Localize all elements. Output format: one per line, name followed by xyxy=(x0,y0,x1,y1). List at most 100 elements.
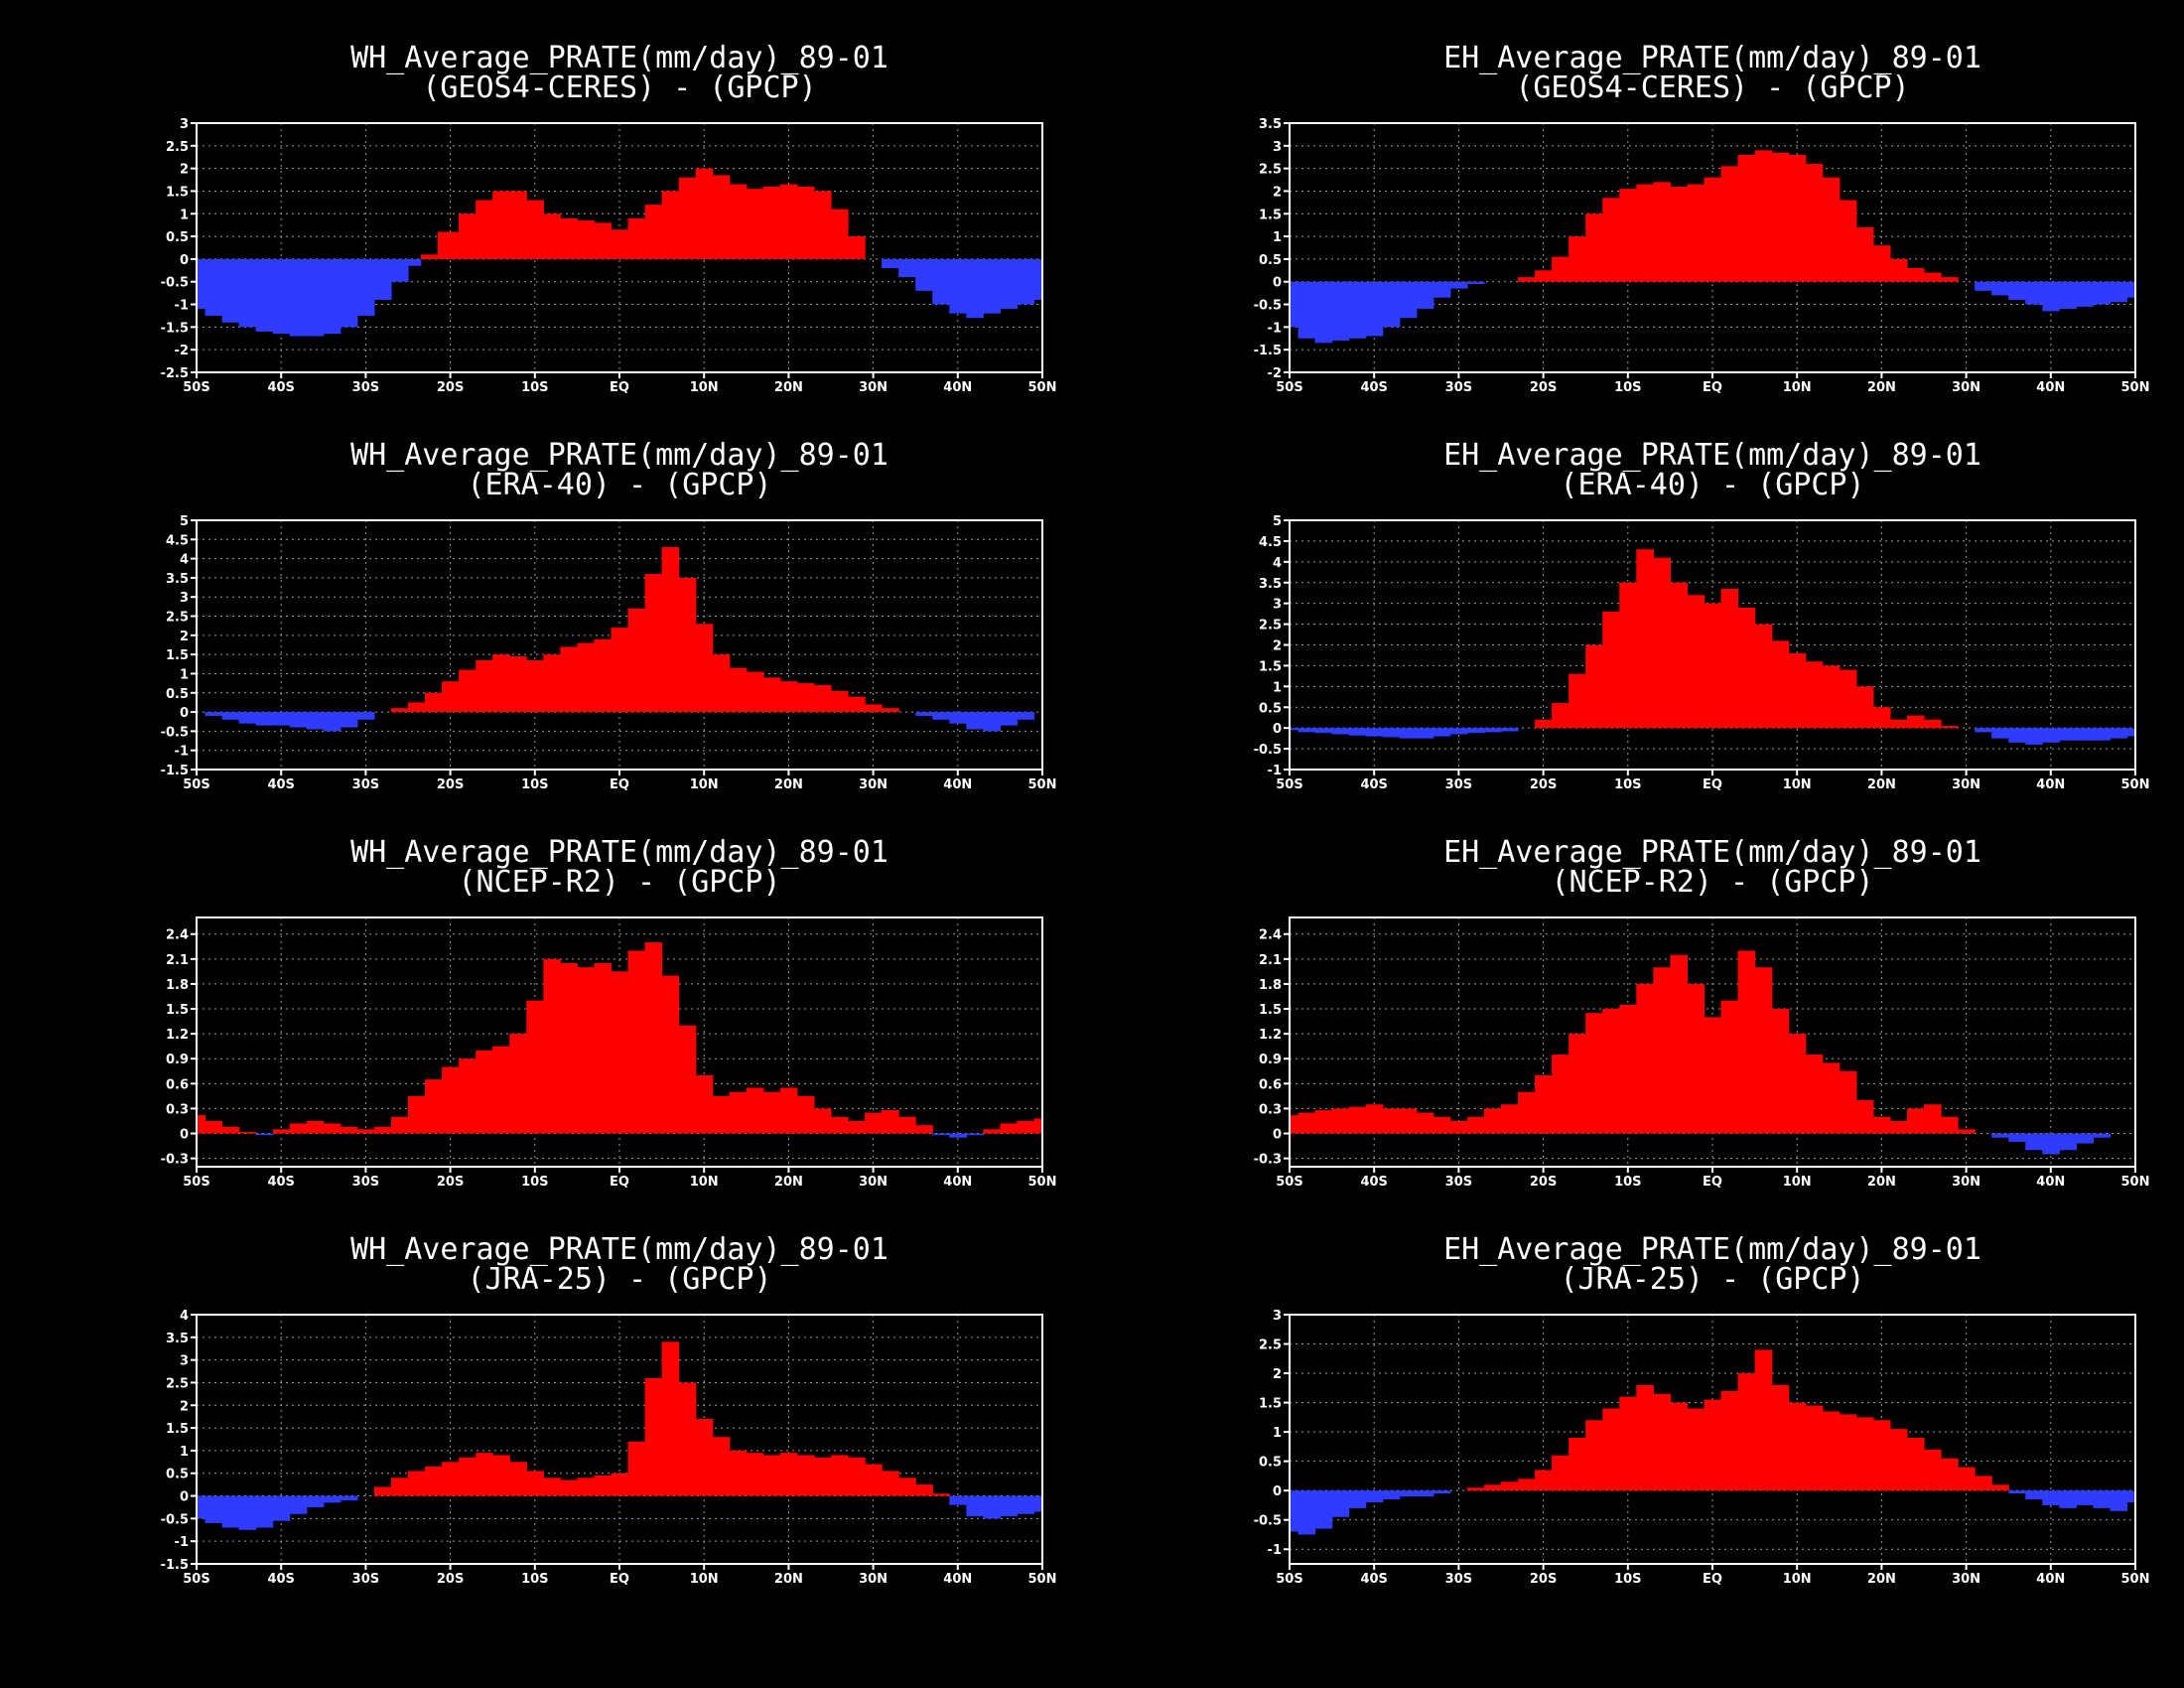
data-bar xyxy=(796,186,815,259)
y-tick-label: 3 xyxy=(1273,140,1282,155)
data-bar xyxy=(611,1473,629,1496)
x-tick-label: 10N xyxy=(1783,380,1812,395)
x-tick-label: 40S xyxy=(1360,777,1387,792)
data-bar xyxy=(323,1123,341,1134)
y-tick-label: 1 xyxy=(180,667,189,682)
data-bar xyxy=(1906,268,1925,282)
data-bar xyxy=(1483,728,1502,733)
data-bar xyxy=(695,1418,714,1496)
x-tick-label: 30S xyxy=(352,1572,379,1587)
data-bar xyxy=(238,258,257,328)
data-bar xyxy=(2093,281,2112,305)
x-tick-label: 30N xyxy=(859,777,887,792)
data-bar xyxy=(577,220,596,259)
data-bar xyxy=(1958,1467,1976,1491)
data-bar xyxy=(238,712,257,724)
data-bar xyxy=(323,712,341,732)
y-tick-label: -0.5 xyxy=(1254,299,1282,314)
y-tick-label: -0.3 xyxy=(161,1153,189,1168)
x-tick-label: 30S xyxy=(1445,1572,1472,1587)
y-tick-label: 2 xyxy=(180,1399,189,1414)
x-axis: 50S 40S 30S 20S 10S EQ 10N 20N 30N 40N 50N xyxy=(1276,372,2149,395)
data-bar xyxy=(848,1120,866,1134)
y-tick-label: -0.5 xyxy=(161,1512,189,1527)
data-bar xyxy=(2093,728,2112,741)
data-bar xyxy=(221,1495,240,1528)
y-tick-label: 2 xyxy=(180,630,189,644)
data-bar xyxy=(813,685,832,713)
data-bar xyxy=(1416,728,1434,739)
x-tick-label: 50N xyxy=(2121,380,2150,395)
y-tick-label: 1.5 xyxy=(1259,1397,1282,1412)
data-bar xyxy=(272,712,291,726)
data-bar xyxy=(627,1441,646,1496)
y-tick-label: 1.5 xyxy=(166,1003,189,1018)
y-tick-label: 2.5 xyxy=(166,140,189,155)
y-tick-label: -1.5 xyxy=(1254,344,1282,358)
y-tick-label: 0 xyxy=(180,1490,189,1505)
x-tick-label: 40N xyxy=(943,777,972,792)
data-bar xyxy=(577,967,596,1134)
y-tick-label: 5 xyxy=(1273,514,1282,529)
y-tick-label: 0.5 xyxy=(166,230,189,245)
data-bar xyxy=(611,628,629,713)
data-bar xyxy=(1535,1074,1553,1134)
data-bar xyxy=(1449,728,1468,735)
data-bar xyxy=(1331,728,1350,735)
data-bar xyxy=(949,258,967,314)
data-bar xyxy=(898,1477,916,1496)
data-bar xyxy=(848,696,866,713)
data-bar xyxy=(560,963,578,1134)
x-tick-label: 20S xyxy=(1530,1572,1557,1587)
x-tick-label: 40S xyxy=(1360,380,1387,395)
data-bar xyxy=(255,1495,274,1528)
data-bar xyxy=(1855,686,1874,729)
data-bar xyxy=(509,191,527,259)
data-bar xyxy=(373,1126,392,1134)
x-tick-label: EQ xyxy=(610,777,629,792)
data-bar xyxy=(408,1095,426,1134)
data-bar xyxy=(272,1495,291,1521)
data-bar xyxy=(1017,1495,1035,1514)
data-bar xyxy=(1552,256,1570,282)
chart-subtitle: (NCEP-R2) - (GPCP) xyxy=(1551,865,1873,900)
y-tick-label: 0.9 xyxy=(166,1053,189,1067)
data-bar xyxy=(779,184,798,259)
data-bar xyxy=(509,656,527,713)
y-tick-label: 0.5 xyxy=(166,687,189,702)
data-bar xyxy=(1720,589,1739,729)
y-tick-label: 0.3 xyxy=(1259,1102,1282,1117)
data-bar xyxy=(205,258,223,316)
y-tick-label: 1 xyxy=(180,1445,189,1460)
data-bar xyxy=(915,1125,933,1134)
data-bar xyxy=(2093,1133,2112,1138)
y-tick-label: 1.5 xyxy=(166,1422,189,1437)
bars xyxy=(197,168,1043,337)
x-tick-label: 20N xyxy=(1867,1175,1896,1190)
x-axis: 50S 40S 30S 20S 10S EQ 10N 20N 30N 40N 50N xyxy=(1276,1564,2149,1587)
y-tick-label: 0.6 xyxy=(166,1077,189,1092)
chart-title: EH_Average_PRATE(mm/day)_89-01 xyxy=(1443,1232,1981,1267)
data-bar xyxy=(813,191,832,259)
x-tick-label: 50N xyxy=(1028,777,1057,792)
data-bar xyxy=(2126,1490,2136,1502)
data-bar xyxy=(476,200,493,259)
x-tick-label: 10S xyxy=(521,1175,548,1190)
data-bar xyxy=(1991,1133,2009,1138)
data-bar xyxy=(1872,1116,1891,1134)
data-bar xyxy=(2008,1490,2026,1494)
x-tick-label: 30N xyxy=(1952,1572,1980,1587)
y-tick-label: 1.5 xyxy=(1259,659,1282,674)
data-bar xyxy=(1636,983,1654,1134)
y-tick-label: 2.4 xyxy=(166,928,189,943)
y-tick-label: 0 xyxy=(180,1128,189,1143)
data-bar xyxy=(2076,1133,2094,1144)
x-tick-label: 40S xyxy=(1360,1572,1387,1587)
chart-wh-geos4: WH_Average_PRATE(mm/day)_89-01(GEOS4-CER… xyxy=(161,41,1057,395)
data-bar xyxy=(1501,1104,1519,1134)
data-bar xyxy=(2025,1133,2043,1151)
chart-title: WH_Average_PRATE(mm/day)_89-01 xyxy=(350,41,888,75)
data-bar xyxy=(932,1133,950,1136)
data-bar xyxy=(2059,281,2077,310)
data-bar xyxy=(796,1095,815,1134)
